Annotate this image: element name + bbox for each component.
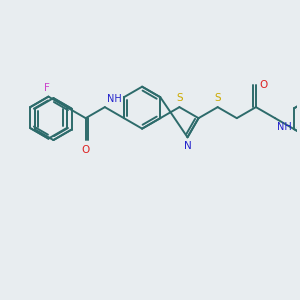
Text: S: S	[214, 93, 221, 103]
Text: S: S	[176, 93, 183, 103]
Text: O: O	[82, 145, 90, 155]
Text: N: N	[184, 141, 191, 151]
Text: NH: NH	[107, 94, 122, 104]
Text: F: F	[44, 83, 50, 93]
Text: O: O	[260, 80, 268, 90]
Text: NH: NH	[277, 122, 291, 132]
